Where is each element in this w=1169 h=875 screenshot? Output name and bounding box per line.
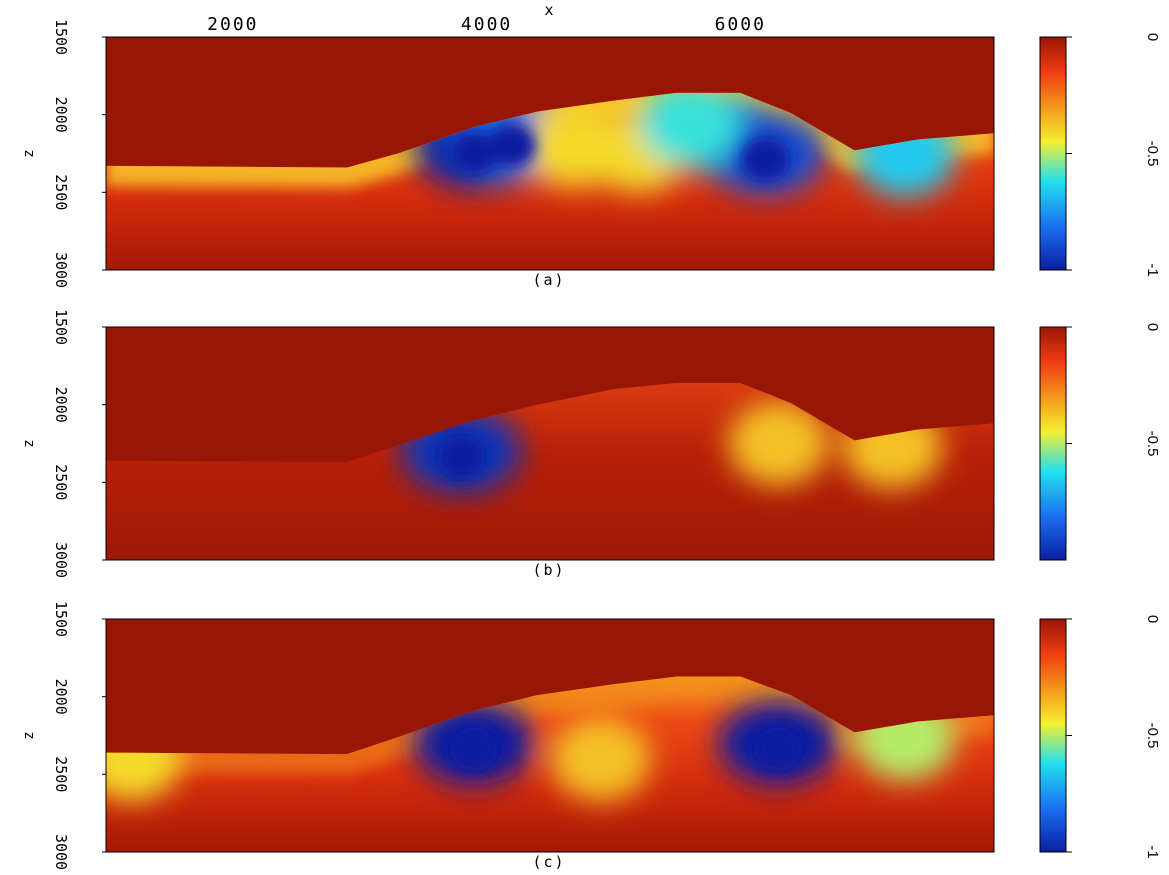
colorbar-tick-label: -1: [1144, 263, 1161, 276]
y-tick-label: 3000: [52, 252, 70, 288]
colorbar-tick-label: 0: [1144, 615, 1161, 623]
y-tick-label: 2000: [52, 97, 70, 133]
x-tick-label: 6000: [715, 14, 766, 35]
anomaly: [639, 92, 740, 166]
panels: 1500 2000 2500 3000 z (a) 0 -0.5 -1 1500 2000 2500 3…: [21, 19, 1161, 871]
y-tick-label: 1500: [52, 601, 70, 637]
colorbar: [1039, 618, 1067, 853]
colorbar: [1039, 326, 1067, 561]
y-tick-label: 2500: [52, 464, 70, 500]
panel-label: (a): [532, 271, 565, 289]
panel-a: 1500 2000 2500 3000 z (a) 0 -0.5 -1: [21, 19, 1161, 289]
y-tick-label: 3000: [52, 542, 70, 578]
colorbar-tick-label: -0.5: [1144, 723, 1161, 749]
y-tick-label: 2000: [52, 387, 70, 423]
colorbar-tick-label: 0: [1144, 33, 1161, 41]
x-tick-label: 4000: [461, 14, 512, 35]
y-tick-label: 2500: [52, 174, 70, 210]
plot-frame: [105, 618, 995, 853]
y-tick-label: 2500: [52, 756, 70, 792]
y-tick-label: 2000: [52, 679, 70, 715]
y-tick-label: 3000: [52, 834, 70, 870]
y-axis-label: z: [21, 149, 37, 157]
x-axis: x 2000 4000 6000: [207, 1, 766, 35]
anomaly: [728, 401, 829, 486]
plot-frame: [105, 36, 995, 271]
panel-label: (b): [532, 561, 565, 579]
colorbar-tick-label: 0: [1144, 323, 1161, 331]
plot-frame: [105, 326, 995, 561]
panel-c: 1500 2000 2500 3000 z (c) 0 -0.5 -1: [21, 601, 1161, 871]
x-tick-label: 2000: [207, 14, 258, 35]
colorbar: [1039, 36, 1067, 271]
colorbar-tick-label: -0.5: [1144, 431, 1161, 457]
colorbar-tick-label: -0.5: [1144, 141, 1161, 167]
x-axis-label: x: [544, 1, 553, 19]
panel-label: (c): [532, 853, 565, 871]
y-tick-label: 1500: [52, 309, 70, 345]
panel-b: 1500 2000 2500 3000 z (b) 0 -0.5: [21, 309, 1161, 579]
anomaly: [550, 716, 651, 801]
y-tick-label: 1500: [52, 19, 70, 55]
x-tick-labels: 2000 4000 6000: [207, 14, 766, 35]
y-axis-label: z: [21, 439, 37, 447]
colorbar-tick-label: -1: [1144, 845, 1161, 858]
y-axis-label: z: [21, 731, 37, 739]
